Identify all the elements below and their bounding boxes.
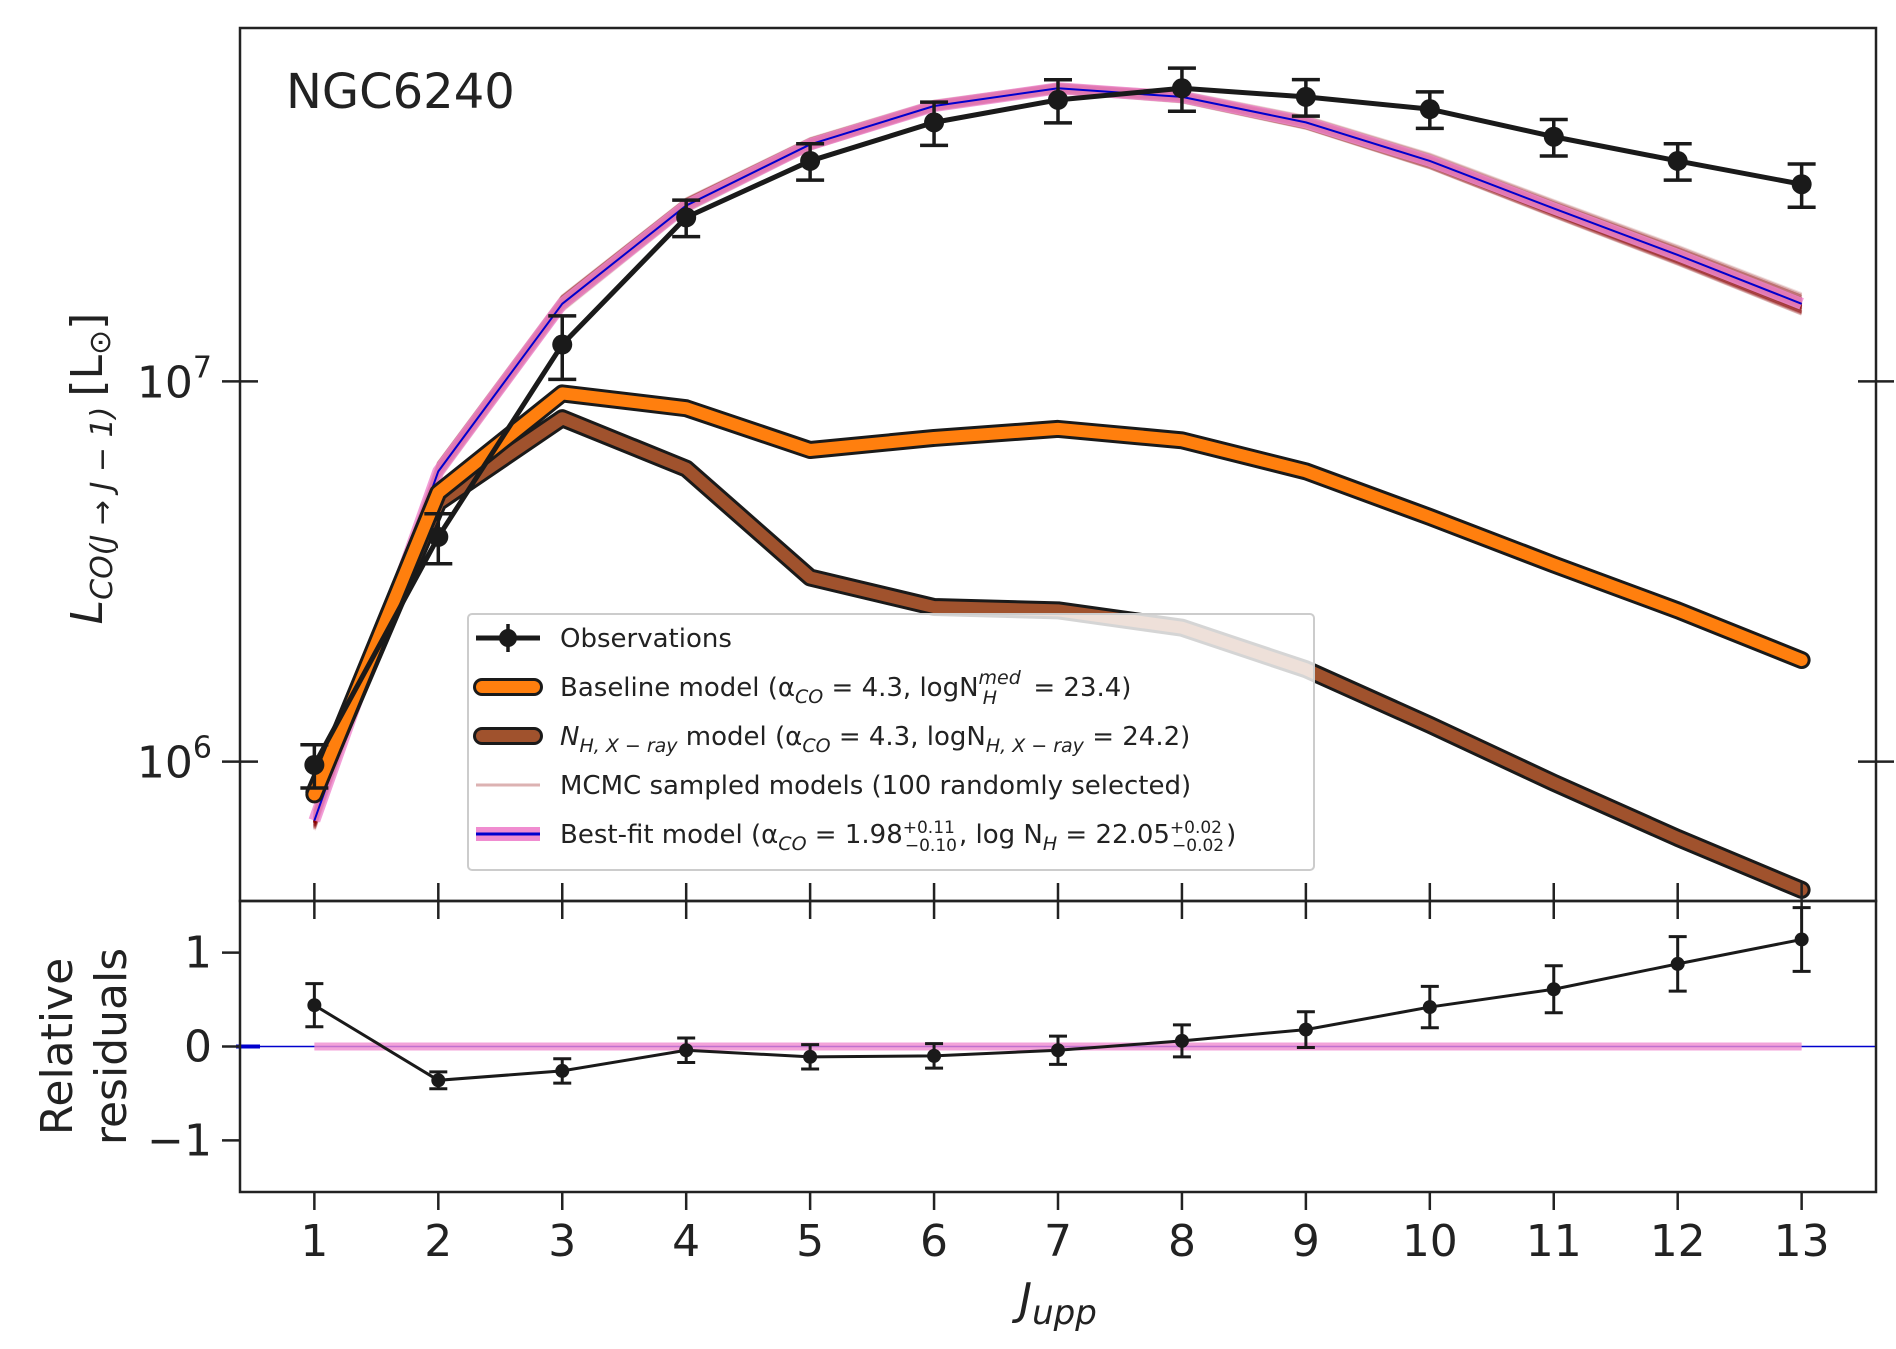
legend-box [467, 613, 1315, 871]
legend-label-mcmc: MCMC sampled models (100 randomly select… [560, 771, 1191, 801]
residual-point [1298, 1022, 1313, 1037]
x-axis-label: Jupp [1011, 1274, 1097, 1333]
observation-point [1791, 174, 1812, 195]
legend-label-baseline: Baseline model (αCO = 4.3, logNmed H = 23… [560, 667, 1131, 709]
observation-point [428, 526, 449, 547]
nh-xray-model-line [308, 412, 1808, 896]
observation-point [1543, 126, 1564, 147]
ylabel-sub: CO(J → J − 1) [85, 407, 120, 600]
observation-point [1171, 78, 1192, 99]
main-y-axis-label: LCO(J → J − 1) [L⊙] [62, 313, 120, 625]
main-axis-ticks: 106 107 [137, 350, 1894, 919]
residuals-y-label-line2: residuals [86, 948, 137, 1145]
x-tick-label: 1 [300, 1216, 328, 1267]
x-tick-label: 2 [424, 1216, 452, 1267]
x-tick-label: 6 [920, 1216, 948, 1267]
residual-point [1546, 982, 1561, 997]
legend-label-nh_xray: NH, X − ray model (αCO = 4.3, logNH, X −… [560, 722, 1190, 757]
galaxy-name-annotation: NGC6240 [286, 64, 515, 120]
observation-point [1295, 86, 1316, 107]
residual-point [1794, 932, 1809, 947]
xlabel-sub: upp [1032, 1293, 1097, 1333]
x-tick-label: 12 [1650, 1216, 1706, 1267]
legend-label-best-fit: Best-fit model (αCO = 1.98+0.11 −0.10, lo… [560, 818, 1236, 856]
main-panel: 106 107 NGC6240 LCO(J → J − 1) [L⊙] Observ… [62, 26, 1894, 919]
residual-y-tick-label: −1 [147, 1115, 212, 1166]
observations-series [300, 66, 1816, 790]
observation-point [552, 334, 573, 355]
observation-point [924, 112, 945, 133]
residual-point [307, 998, 322, 1013]
xlabel-main: J [1011, 1274, 1032, 1325]
residual-point [431, 1073, 446, 1088]
residual-point [803, 1049, 818, 1064]
observation-point [304, 754, 325, 775]
x-tick-label: 10 [1402, 1216, 1458, 1267]
residuals-y-label-line1: Relative [32, 958, 83, 1135]
residual-y-tick-label: 0 [184, 1022, 212, 1073]
residual-point [1174, 1033, 1189, 1048]
x-tick-label: 13 [1774, 1216, 1830, 1267]
main-y-tick-label: 106 [137, 731, 212, 789]
x-tick-label: 7 [1044, 1216, 1072, 1267]
residuals-series [236, 906, 1876, 1091]
x-tick-label: 3 [548, 1216, 576, 1267]
x-tick-label: 9 [1292, 1216, 1320, 1267]
ylabel-unit-sym: ⊙ [83, 330, 118, 355]
ylabel-unit-open: [L [62, 354, 113, 396]
residual-point [1670, 956, 1685, 971]
baseline-model-line [308, 387, 1808, 801]
legend-handle-point [499, 629, 517, 647]
residual-point [555, 1063, 570, 1078]
observation-point [1048, 89, 1068, 110]
residual-point [679, 1043, 694, 1058]
main-y-tick-label: 107 [137, 350, 212, 408]
ylabel-unit-close: ] [62, 313, 113, 330]
residual-point [927, 1048, 942, 1063]
legend: Observations Baseline model (αCO = 4.3, l… [467, 613, 1315, 871]
residuals-panel: 1 2 3 4 5 6 7 8 9 10 11 12 13−101 Relative residuals… [32, 899, 1878, 1333]
observation-point [1667, 150, 1688, 171]
residual-point [1422, 1000, 1437, 1015]
x-tick-label: 11 [1526, 1216, 1582, 1267]
residuals-axis-ticks: 1 2 3 4 5 6 7 8 9 10 11 12 13−101 [147, 928, 1830, 1267]
x-tick-label: 4 [672, 1216, 700, 1267]
x-tick-label: 8 [1168, 1216, 1196, 1267]
observation-point [800, 150, 821, 171]
legend-label-observations: Observations [560, 624, 732, 654]
observation-point [676, 207, 697, 228]
ylabel-main: L [62, 600, 113, 625]
x-tick-label: 5 [796, 1216, 824, 1267]
observation-point [1419, 99, 1440, 120]
residual-y-tick-label: 1 [184, 928, 212, 979]
residual-point [1051, 1043, 1065, 1058]
